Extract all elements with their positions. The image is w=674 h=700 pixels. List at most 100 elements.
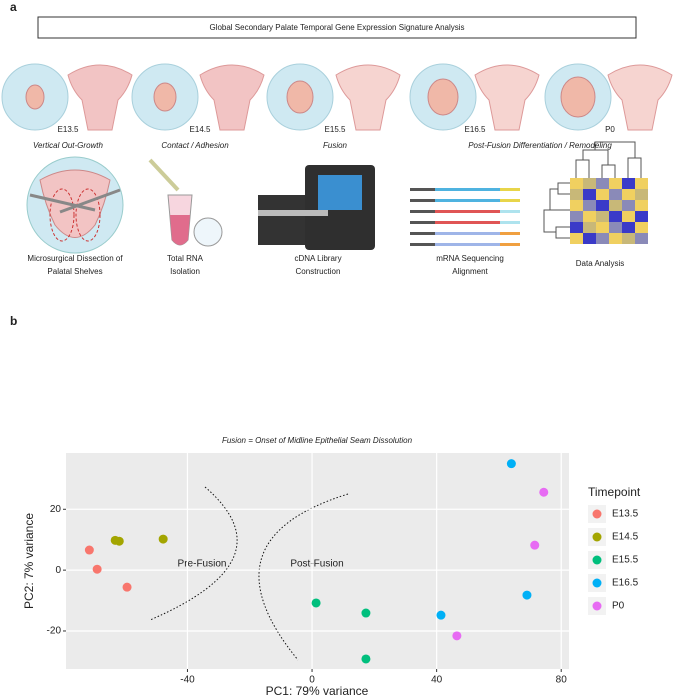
legend-swatch xyxy=(592,532,602,542)
embryo xyxy=(427,78,459,116)
point xyxy=(522,590,532,600)
x-tick-label: 0 xyxy=(309,675,315,686)
cut-line xyxy=(49,188,75,242)
legend-label: E16.5 xyxy=(612,578,639,589)
read xyxy=(435,188,500,191)
embryo xyxy=(560,76,596,118)
read xyxy=(410,232,435,235)
heat-cell xyxy=(570,233,583,244)
timepoint: E13.5 xyxy=(58,125,79,134)
read xyxy=(435,232,500,235)
heat-cell xyxy=(583,200,596,211)
heat-cell xyxy=(635,222,648,233)
workflow-illustrations xyxy=(26,141,648,254)
steps: Microsurgical Dissection of Palatal Shelv… xyxy=(27,254,624,276)
heat-cell xyxy=(570,189,583,200)
heat-cell xyxy=(609,211,622,222)
title-box xyxy=(37,16,637,39)
read xyxy=(500,188,520,191)
legend-swatch xyxy=(592,555,602,565)
heat-cell xyxy=(635,211,648,222)
palate xyxy=(199,64,265,131)
heat-cell xyxy=(583,211,596,222)
dendrogram xyxy=(543,182,570,239)
embryo xyxy=(286,80,314,114)
step-label: Palatal Shelves xyxy=(47,267,102,276)
palate xyxy=(607,64,673,131)
point xyxy=(361,654,371,664)
point xyxy=(452,631,462,641)
phase: Contact / Adhesion xyxy=(161,141,229,150)
point xyxy=(436,610,446,620)
step-label: Total RNA xyxy=(167,254,204,263)
embryo xyxy=(153,82,177,112)
palate xyxy=(335,64,401,131)
timepoint: E16.5 xyxy=(465,125,486,134)
heat-cell xyxy=(583,233,596,244)
timepoint: P0 xyxy=(605,125,615,134)
legend-swatch xyxy=(592,509,602,519)
heat-cell xyxy=(596,222,609,233)
point xyxy=(539,487,549,497)
heat-cell xyxy=(609,233,622,244)
heat-cell xyxy=(635,233,648,244)
read xyxy=(435,199,500,202)
chart-title: Fusion = Onset of Midline Epithelial Sea… xyxy=(222,436,413,445)
read xyxy=(435,210,500,213)
legend-label: P0 xyxy=(612,601,625,612)
legend-title: Timepoint xyxy=(588,485,641,499)
stage-illustrations xyxy=(1,63,673,131)
y-tick-label: 0 xyxy=(55,565,61,576)
x-tick-label: 40 xyxy=(431,675,443,686)
x-axis-label: PC1: 79% variance xyxy=(266,684,369,698)
read xyxy=(435,243,500,246)
heat-cell xyxy=(635,178,648,189)
heat-cell xyxy=(596,211,609,222)
point xyxy=(122,582,132,592)
point xyxy=(311,598,321,608)
tube-liquid xyxy=(170,215,190,245)
legend-swatch xyxy=(592,601,602,611)
plot-panel xyxy=(66,453,569,669)
heat-cell xyxy=(583,189,596,200)
step-label: cDNA Library xyxy=(294,254,341,263)
heat-cell xyxy=(596,200,609,211)
timepoint: E15.5 xyxy=(325,125,346,134)
phase: Fusion xyxy=(323,141,348,150)
point xyxy=(158,534,168,544)
heat-cell xyxy=(622,178,635,189)
x-tick-label: -40 xyxy=(180,675,195,686)
step-label: Data Analysis xyxy=(576,259,624,268)
rna-zoom xyxy=(193,217,223,247)
y-tick-label: -20 xyxy=(47,626,62,637)
embryo xyxy=(25,84,45,110)
read xyxy=(410,199,435,202)
read xyxy=(500,199,520,202)
read xyxy=(410,210,435,213)
dendrogram xyxy=(575,141,642,178)
palate xyxy=(474,64,540,131)
heat-cell xyxy=(635,189,648,200)
panel-label: a xyxy=(10,0,17,14)
read xyxy=(435,221,500,224)
phase: Vertical Out-Growth xyxy=(33,141,103,150)
legend-label: E14.5 xyxy=(612,532,639,543)
post-fusion-arc xyxy=(258,493,349,661)
timepoint: E14.5 xyxy=(190,125,211,134)
step-label: Isolation xyxy=(170,267,200,276)
read xyxy=(500,232,520,235)
panel-label: b xyxy=(10,314,17,328)
heat-cell xyxy=(609,200,622,211)
read xyxy=(500,210,520,213)
annotation: Pre-Fusion xyxy=(178,559,227,570)
x-tick-label: 80 xyxy=(556,675,568,686)
heat-cell xyxy=(622,211,635,222)
heat-cell xyxy=(570,200,583,211)
reads xyxy=(410,188,520,246)
heat-cell xyxy=(609,222,622,233)
phase: Post-Fusion Differentiation / Remodeling xyxy=(468,141,612,150)
point xyxy=(506,459,516,469)
point xyxy=(84,545,94,555)
pipette xyxy=(148,158,180,192)
